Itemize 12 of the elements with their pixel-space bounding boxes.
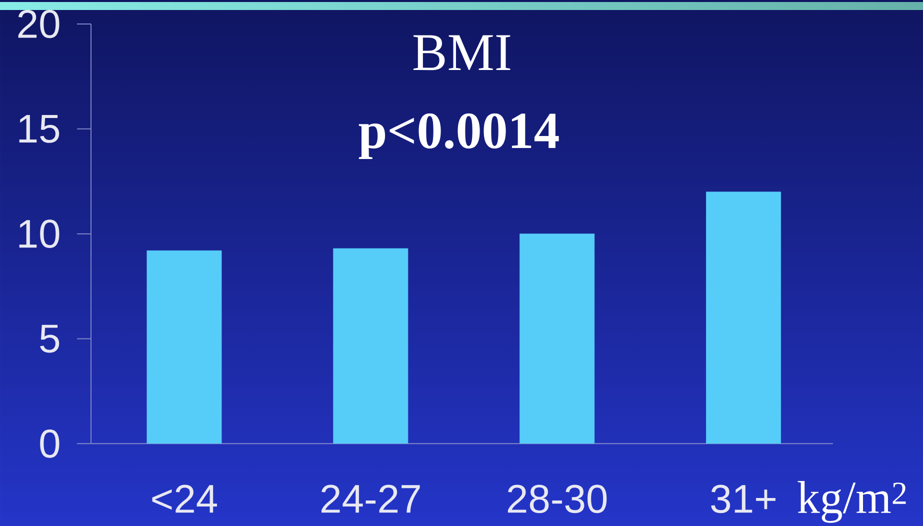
y-tick-label: 20 — [18, 10, 60, 38]
text: p<0.0014 — [358, 113, 559, 160]
y-tick-label: 15 — [19, 114, 60, 143]
y-tick-label: 10 — [19, 220, 60, 248]
chart-title: BMI — [413, 35, 510, 70]
x-tick-label: 28-30 — [508, 484, 607, 514]
x-axis-title: kg/m$^{2}$ — [798, 481, 906, 523]
y-tick-label: 0 — [40, 430, 60, 458]
x-tick-label: <24 — [152, 484, 217, 513]
y-tick-label: 5 — [40, 324, 60, 353]
x-tick-label: 24-27 — [322, 484, 420, 513]
x-tick-label: 31+ — [711, 484, 776, 514]
